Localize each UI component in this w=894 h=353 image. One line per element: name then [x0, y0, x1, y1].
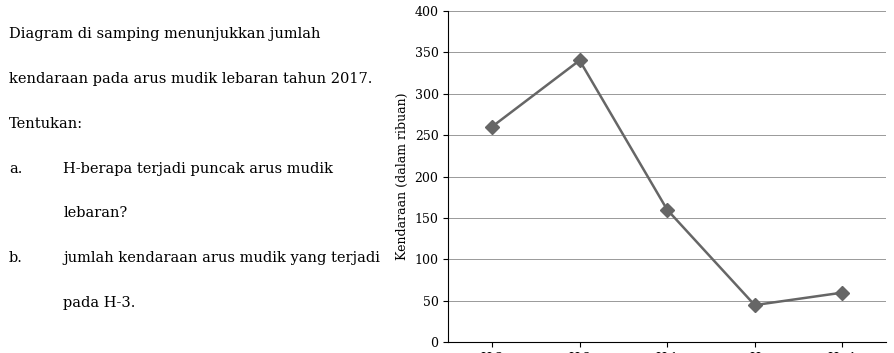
Text: a.: a.: [9, 162, 22, 175]
Text: b.: b.: [9, 251, 23, 265]
Text: Diagram di samping menunjukkan jumlah: Diagram di samping menunjukkan jumlah: [9, 27, 320, 41]
Text: H-berapa terjadi puncak arus mudik: H-berapa terjadi puncak arus mudik: [63, 162, 333, 175]
Text: lebaran?: lebaran?: [63, 207, 127, 220]
Text: Tentukan:: Tentukan:: [9, 117, 83, 131]
Legend: Arus mudik: Arus mudik: [588, 0, 745, 1]
Text: jumlah kendaraan arus mudik yang terjadi: jumlah kendaraan arus mudik yang terjadi: [63, 251, 380, 265]
Text: kendaraan pada arus mudik lebaran tahun 2017.: kendaraan pada arus mudik lebaran tahun …: [9, 72, 372, 86]
Text: pada H-3.: pada H-3.: [63, 296, 136, 310]
Y-axis label: Kendaraan (dalam ribuan): Kendaraan (dalam ribuan): [395, 93, 409, 260]
